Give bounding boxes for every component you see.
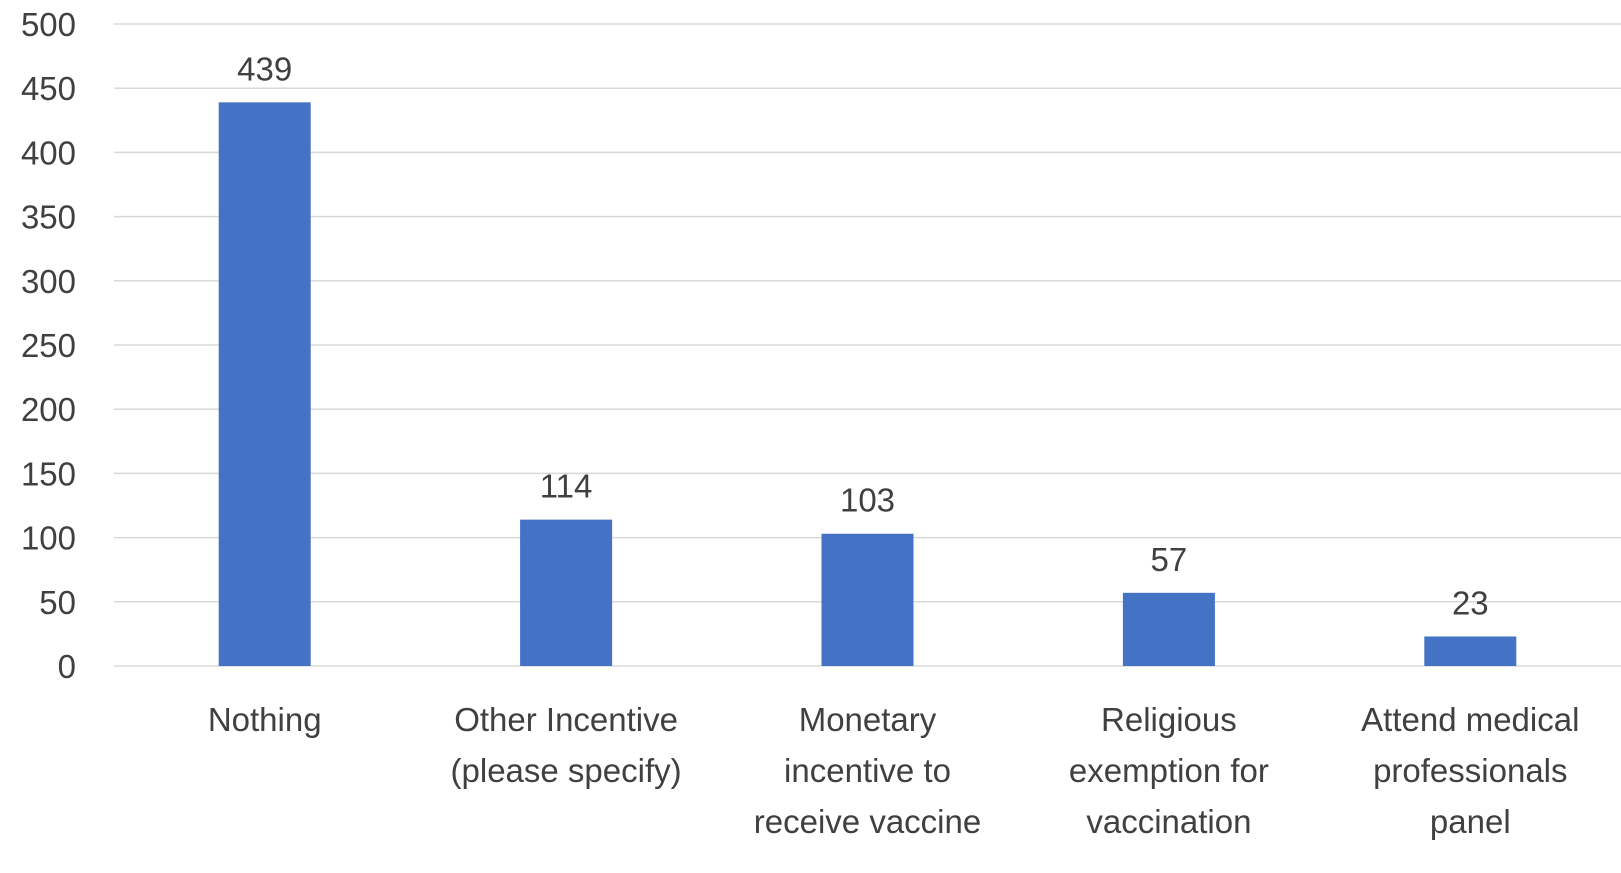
data-label: 439 xyxy=(237,50,292,87)
x-category-label: (please specify) xyxy=(451,752,682,789)
data-label: 103 xyxy=(840,482,895,519)
bar-4 xyxy=(1424,636,1517,666)
y-tick-label: 50 xyxy=(39,584,76,621)
x-category-label: Monetary xyxy=(799,701,937,738)
y-tick-label: 0 xyxy=(58,648,76,685)
y-tick-label: 200 xyxy=(21,391,76,428)
x-category-label: receive vaccine xyxy=(754,803,981,840)
y-tick-label: 400 xyxy=(21,134,76,171)
bar-2 xyxy=(821,533,914,666)
x-category-label: exemption for xyxy=(1069,752,1269,789)
x-category-label: incentive to xyxy=(784,752,951,789)
x-category-label: Nothing xyxy=(208,701,322,738)
bar-0 xyxy=(218,102,311,667)
y-tick-label: 300 xyxy=(21,263,76,300)
bar-1 xyxy=(520,519,613,666)
x-category-label: panel xyxy=(1430,803,1511,840)
y-tick-label: 100 xyxy=(21,520,76,557)
data-label: 57 xyxy=(1151,541,1188,578)
x-category-label: Attend medical xyxy=(1361,701,1579,738)
y-tick-label: 500 xyxy=(21,6,76,43)
y-tick-label: 150 xyxy=(21,455,76,492)
x-category-label: vaccination xyxy=(1086,803,1251,840)
data-label: 114 xyxy=(540,468,593,505)
data-label: 23 xyxy=(1452,584,1489,621)
x-category-label: professionals xyxy=(1373,752,1567,789)
y-tick-label: 450 xyxy=(21,70,76,107)
bar-3 xyxy=(1122,592,1215,666)
x-category-label: Religious xyxy=(1101,701,1237,738)
y-tick-label: 350 xyxy=(21,199,76,236)
x-category-label: Other Incentive xyxy=(454,701,678,738)
y-tick-label: 250 xyxy=(21,327,76,364)
